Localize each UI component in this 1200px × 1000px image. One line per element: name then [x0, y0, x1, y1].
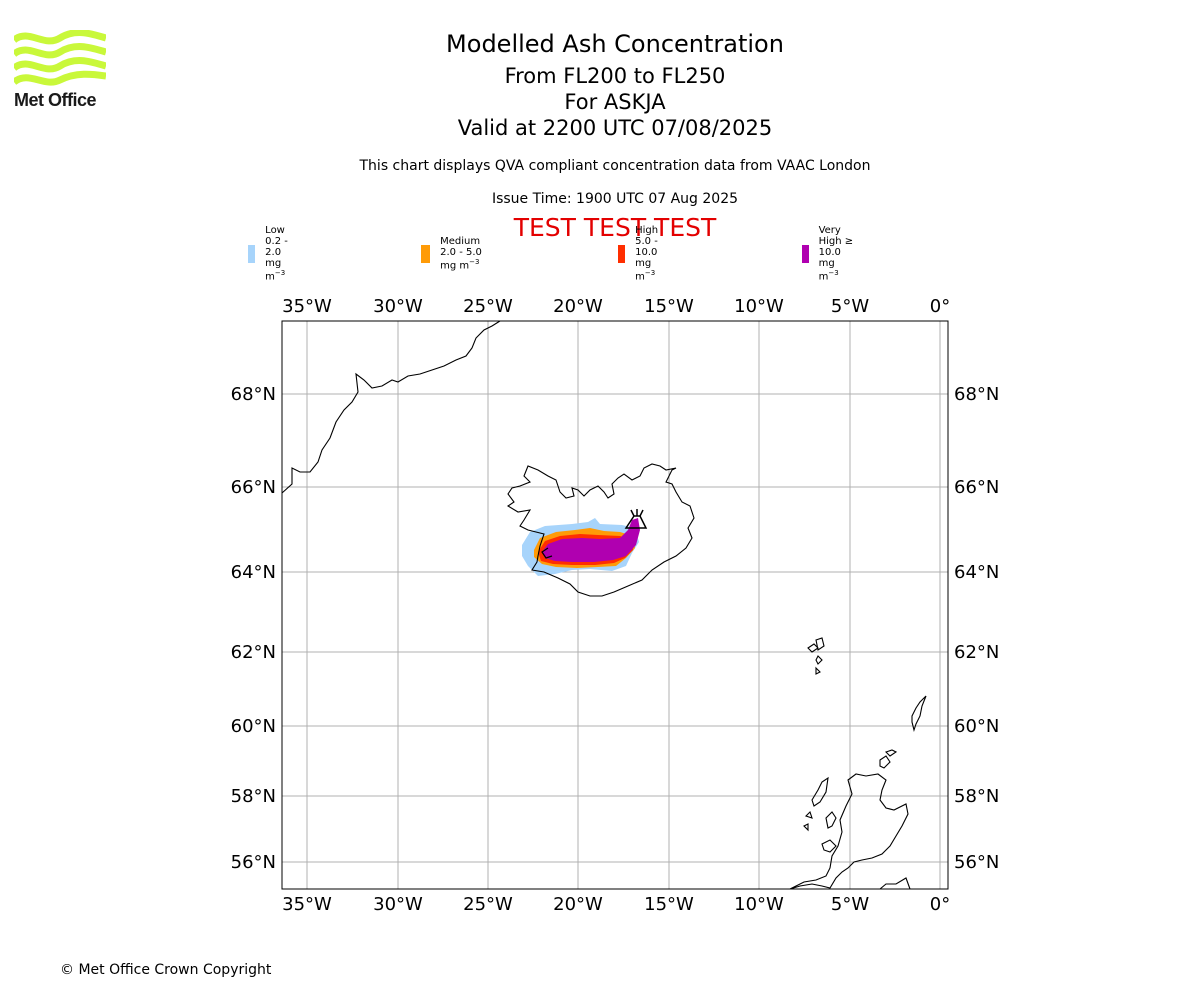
- coastline-greenland: [281, 320, 501, 494]
- map-frame: [281, 320, 949, 890]
- lat-label-left: 62°N: [231, 642, 276, 663]
- coastline-faroe-4: [815, 666, 821, 675]
- lat-label-right: 64°N: [954, 562, 999, 583]
- ash-plume: [522, 518, 640, 576]
- lat-label-right: 60°N: [954, 716, 999, 737]
- legend-item-very-high: Very High ≥ 10.0 mg m−3: [802, 225, 857, 283]
- coastline-iceland: [506, 463, 695, 597]
- legend-item-medium: Medium 2.0 - 5.0 mg m−3: [421, 236, 493, 272]
- lon-label-bottom: 15°W: [644, 894, 694, 915]
- legend-label-low: Low 0.2 - 2.0 mg m: [265, 225, 288, 283]
- lat-labels-left: 68°N 66°N 64°N 62°N 60°N 58°N 56°N: [231, 384, 276, 873]
- met-office-logo-icon: [14, 30, 106, 86]
- coastline-hebrides-2: [803, 810, 813, 832]
- lon-label-top: 10°W: [734, 296, 784, 317]
- lon-label-bottom: 35°W: [282, 894, 332, 915]
- lat-label-left: 66°N: [231, 477, 276, 498]
- legend-swatch-very-high: [802, 245, 809, 263]
- legend-label-very-high: Very High ≥ 10.0 mg m: [818, 225, 854, 283]
- issue-time: Issue Time: 1900 UTC 07 Aug 2025: [491, 191, 739, 207]
- coastline-orkney: [879, 749, 898, 769]
- lon-label-top: 35°W: [282, 296, 332, 317]
- test-banner: TEST TEST TEST: [513, 213, 717, 242]
- chart-title: Modelled Ash Concentration: [446, 30, 784, 58]
- coastline-faroe-3: [815, 655, 823, 665]
- legend-swatch-high: [618, 245, 626, 263]
- lat-label-right: 56°N: [954, 852, 999, 873]
- volcano-name: For ASKJA: [564, 90, 666, 114]
- legend-label-medium: Medium 2.0 - 5.0 mg m: [440, 236, 482, 272]
- lon-labels-bottom: 35°W 30°W 25°W 20°W 15°W 10°W 5°W 0°: [282, 894, 950, 915]
- met-office-logo-text: Met Office: [14, 90, 97, 110]
- volcano-icon[interactable]: [624, 509, 648, 529]
- copyright-notice: © Met Office Crown Copyright: [60, 962, 272, 978]
- coastline-mull: [821, 839, 837, 853]
- legend-label-high: High 5.0 - 10.0 mg m: [635, 225, 659, 283]
- coastline-hebrides-1: [811, 776, 829, 807]
- lon-label-bottom: 0°: [930, 894, 950, 915]
- coastline-scotland: [789, 773, 909, 890]
- lon-label-top: 20°W: [553, 296, 603, 317]
- map-gridlines: [282, 321, 948, 889]
- coastlines: [281, 320, 927, 890]
- lat-label-right: 62°N: [954, 642, 999, 663]
- coastline-skye: [825, 811, 837, 829]
- lat-label-left: 64°N: [231, 562, 276, 583]
- chart-subtitle: This chart displays QVA compliant concen…: [359, 158, 871, 174]
- legend-item-low: Low 0.2 - 2.0 mg m−3: [248, 225, 300, 283]
- lon-label-top: 0°: [930, 296, 950, 317]
- lat-label-left: 56°N: [231, 852, 276, 873]
- plume-source-trail: [541, 547, 553, 559]
- lon-label-top: 15°W: [644, 296, 694, 317]
- lon-label-bottom: 20°W: [553, 894, 603, 915]
- ash-very-high-region: [542, 518, 640, 562]
- lat-label-right: 66°N: [954, 477, 999, 498]
- lon-label-bottom: 30°W: [373, 894, 423, 915]
- coastline-shetland: [911, 695, 927, 732]
- legend-swatch-low: [248, 245, 256, 263]
- lon-label-bottom: 5°W: [831, 894, 869, 915]
- lat-label-left: 60°N: [231, 716, 276, 737]
- lat-label-right: 68°N: [954, 384, 999, 405]
- lat-labels-right: 68°N 66°N 64°N 62°N 60°N 58°N 56°N: [954, 384, 999, 873]
- legend-swatch-medium: [421, 245, 431, 263]
- lon-label-bottom: 25°W: [463, 894, 513, 915]
- lon-label-top: 30°W: [373, 296, 423, 317]
- lon-label-top: 5°W: [831, 296, 869, 317]
- valid-time: Valid at 2200 UTC 07/08/2025: [457, 116, 773, 140]
- lat-label-left: 68°N: [231, 384, 276, 405]
- lon-labels-top: 35°W 30°W 25°W 20°W 15°W 10°W 5°W 0°: [282, 296, 950, 317]
- lon-label-bottom: 10°W: [734, 894, 784, 915]
- legend-item-high: High 5.0 - 10.0 mg m−3: [618, 225, 673, 283]
- lat-label-left: 58°N: [231, 786, 276, 807]
- lon-label-top: 25°W: [463, 296, 513, 317]
- lat-label-right: 58°N: [954, 786, 999, 807]
- coastline-northern-ireland: [879, 877, 911, 890]
- coastline-faroe-2: [815, 637, 825, 651]
- flight-levels: From FL200 to FL250: [504, 64, 726, 88]
